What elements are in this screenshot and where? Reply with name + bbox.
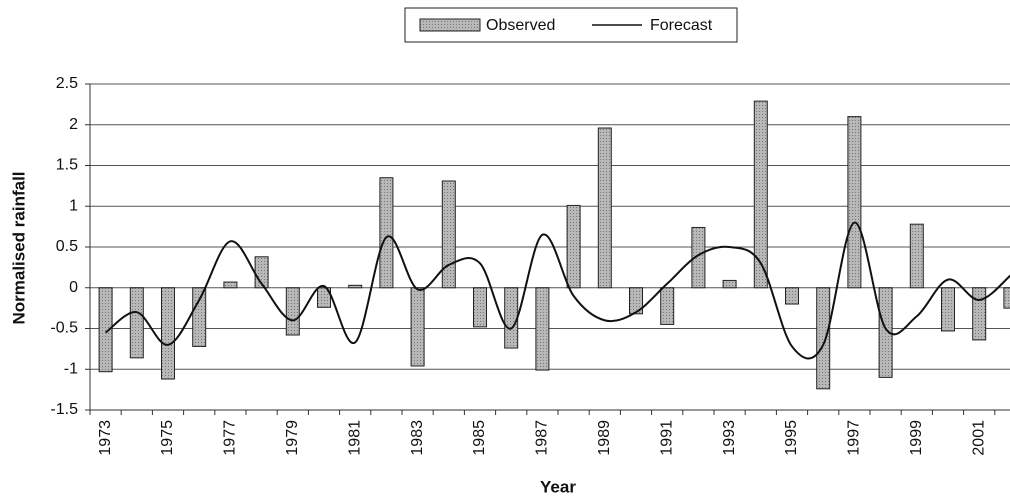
bar — [223, 281, 238, 289]
y-tick-label: -1.5 — [50, 401, 78, 418]
x-tick-label: 1973 — [97, 420, 114, 456]
bar — [473, 287, 487, 328]
x-tick-label: 1985 — [471, 420, 488, 456]
bar — [660, 287, 675, 325]
bar — [161, 287, 175, 380]
y-tick-label: 2 — [69, 116, 78, 133]
legend-swatch — [419, 18, 481, 32]
y-tick-label: 1 — [69, 197, 78, 214]
bar — [785, 287, 799, 305]
x-tick-label: 1979 — [284, 420, 301, 456]
bar — [722, 279, 737, 289]
bar — [348, 284, 363, 289]
y-tick-label: 0.5 — [56, 238, 78, 255]
y-tick-label: 2.5 — [56, 75, 78, 92]
bar — [566, 204, 581, 289]
bar — [629, 287, 643, 315]
y-axis-title: Normalised rainfall — [9, 171, 28, 324]
bar — [285, 287, 300, 336]
x-tick-label: 1993 — [721, 420, 738, 456]
y-tick-label: -1 — [64, 360, 78, 377]
y-tick-label: 1.5 — [56, 157, 78, 174]
bar — [597, 127, 612, 289]
bar — [129, 287, 144, 359]
bar — [816, 287, 831, 390]
x-tick-label: 2001 — [970, 420, 987, 456]
bar — [504, 287, 519, 349]
bar — [941, 287, 955, 332]
x-tick-label: 1999 — [908, 420, 925, 456]
bar — [847, 116, 862, 289]
bar — [410, 287, 425, 367]
x-tick-label: 1989 — [596, 420, 613, 456]
bar — [535, 287, 550, 371]
bar — [192, 287, 207, 347]
x-tick-label: 1995 — [783, 420, 800, 456]
legend: Observed Forecast — [404, 7, 738, 43]
bar — [753, 100, 768, 289]
y-tick-label: -0.5 — [50, 320, 78, 337]
x-tick-label: 1977 — [222, 420, 239, 456]
x-tick-label: 1997 — [846, 420, 863, 456]
legend-label: Forecast — [650, 17, 713, 34]
bar — [379, 177, 394, 289]
x-tick-label: 1975 — [159, 420, 176, 456]
y-tick-label: 0 — [69, 279, 78, 296]
bar — [972, 287, 987, 341]
bar — [98, 287, 113, 373]
legend-label: Observed — [486, 17, 555, 34]
bar — [691, 226, 706, 289]
x-tick-label: 1987 — [534, 420, 551, 456]
x-axis-title: Year — [540, 477, 576, 496]
x-tick-label: 1983 — [409, 420, 426, 456]
x-tick-label: 1981 — [346, 420, 363, 456]
x-tick-label: 1991 — [658, 420, 675, 456]
bar — [1003, 287, 1010, 309]
bar — [878, 287, 893, 378]
bar — [441, 180, 456, 289]
forecast-line — [104, 221, 1010, 360]
bar — [909, 223, 924, 289]
